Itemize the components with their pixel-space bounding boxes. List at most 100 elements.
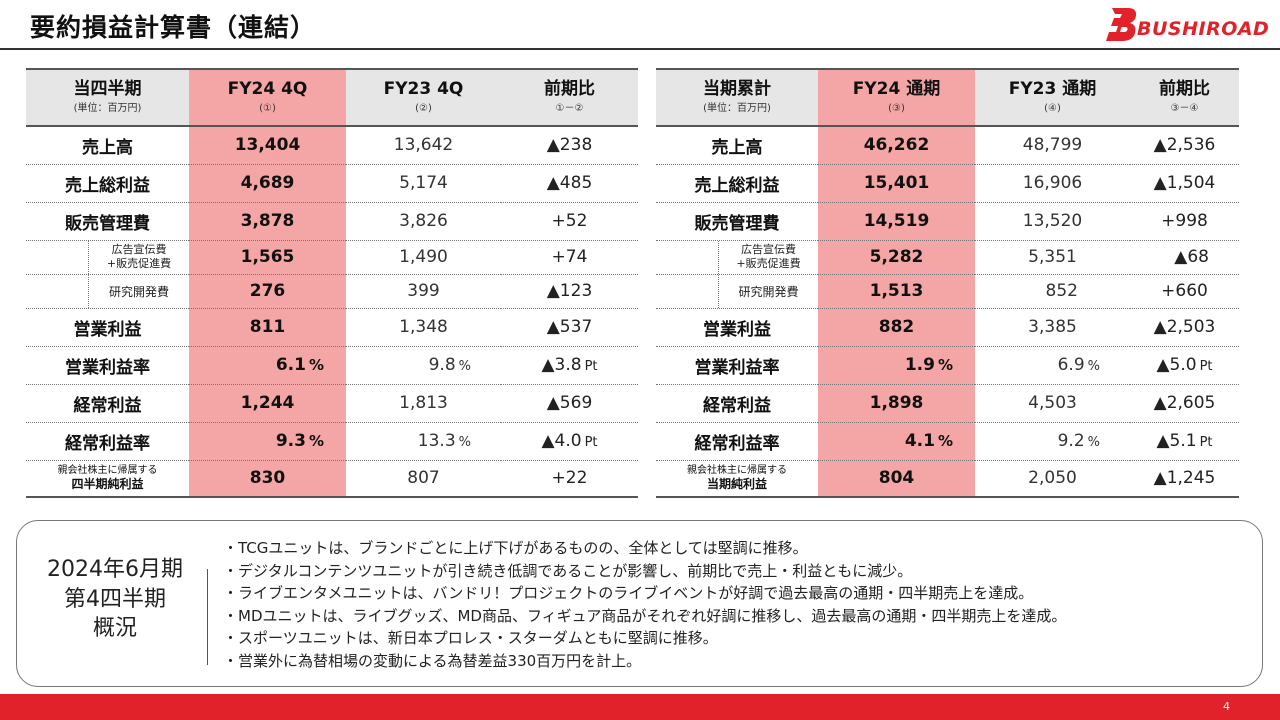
current-value: 9.3% bbox=[189, 422, 346, 461]
row-label: 売上高 bbox=[656, 126, 818, 165]
bushiroad-logo-mark-icon bbox=[1106, 8, 1137, 41]
summary-heading-line2: 第4四半期 bbox=[64, 586, 166, 612]
title-rule bbox=[0, 48, 1280, 50]
previous-value: 6.9% bbox=[975, 346, 1130, 385]
row-label: 親会社株主に帰属する 四半期純利益 bbox=[26, 460, 189, 498]
current-value: 811 bbox=[189, 308, 346, 347]
current-value: 5,282 bbox=[818, 240, 975, 275]
table-row: 広告宣伝費 +販売促進費 1,565 1,490 +74 bbox=[26, 240, 638, 275]
current-value: 830 bbox=[189, 460, 346, 498]
row-label: 売上総利益 bbox=[26, 164, 189, 203]
current-value: 1,565 bbox=[189, 240, 346, 275]
row-label-line1: 広告宣伝費 bbox=[111, 242, 167, 256]
previous-value: 9.8% bbox=[346, 346, 501, 385]
current-value: 1,513 bbox=[818, 274, 975, 309]
current-value: 1,898 bbox=[818, 384, 975, 423]
diff-value: ▲3.8 Pt bbox=[501, 346, 638, 385]
diff-value: ▲5.1 Pt bbox=[1130, 422, 1239, 461]
table-row: 経常利益 1,244 1,813 ▲569 bbox=[26, 384, 638, 423]
diff-value: ▲123 bbox=[501, 274, 638, 309]
table-row: 売上総利益 4,689 5,174 ▲485 bbox=[26, 164, 638, 203]
previous-value: 4,503 bbox=[975, 384, 1130, 423]
header-diff-col: 前期比 ①－② bbox=[501, 68, 638, 127]
row-label-line2: 四半期純利益 bbox=[71, 476, 144, 491]
row-label: 営業利益 bbox=[656, 308, 818, 347]
page-title: 要約損益計算書（連結） bbox=[30, 13, 317, 42]
table-row: 営業利益率 6.1% 9.8% ▲3.8 Pt bbox=[26, 346, 638, 385]
table-row: 経常利益率 4.1% 9.2% ▲5.1 Pt bbox=[656, 422, 1239, 461]
diff-value: +52 bbox=[501, 202, 638, 241]
previous-value: 1,490 bbox=[346, 240, 501, 275]
current-value: 46,262 bbox=[818, 126, 975, 165]
list-item: ・TCGユニットは、ブランドごとに上げ下げがあるものの、全体としては堅調に推移。 bbox=[223, 539, 808, 557]
table-row: 研究開発費 1,513 852 +660 bbox=[656, 274, 1239, 309]
logo-text: BUSHIROAD bbox=[1137, 18, 1270, 40]
header-current-col: FY24 4Q (①) bbox=[189, 68, 346, 127]
previous-value: 16,906 bbox=[975, 164, 1130, 203]
summary-divider bbox=[207, 569, 208, 665]
previous-value: 807 bbox=[346, 460, 501, 498]
row-label: 営業利益率 bbox=[656, 346, 818, 385]
row-label: 広告宣伝費 +販売促進費 bbox=[26, 240, 189, 275]
row-label: 経常利益 bbox=[656, 384, 818, 423]
diff-value: ▲4.0 Pt bbox=[501, 422, 638, 461]
previous-value: 2,050 bbox=[975, 460, 1130, 498]
table-header-row: 当期累計 (単位：百万円) FY24 通期 (③) FY23 通期 (④) 前期比 ③－… bbox=[656, 68, 1239, 127]
previous-value: 5,174 bbox=[346, 164, 501, 203]
header-previous-col: FY23 4Q (②) bbox=[346, 68, 501, 127]
table-header-row: 当四半期 (単位：百万円) FY24 4Q (①) FY23 4Q (②) 前期比 ①－… bbox=[26, 68, 638, 127]
row-label: 研究開発費 bbox=[656, 274, 818, 309]
previous-value: 852 bbox=[975, 274, 1130, 309]
current-value: 6.1% bbox=[189, 346, 346, 385]
row-label-line2: 当期純利益 bbox=[706, 476, 767, 491]
previous-value: 9.2% bbox=[975, 422, 1130, 461]
table-row: 販売管理費 14,519 13,520 +998 bbox=[656, 202, 1239, 241]
row-label-line2: +販売促進費 bbox=[106, 257, 172, 270]
list-item: ・営業外に為替相場の変動による為替差益330百万円を計上。 bbox=[223, 651, 642, 670]
current-value: 804 bbox=[818, 460, 975, 498]
summary-heading-line1: 2024年6月期 bbox=[47, 557, 183, 582]
current-value: 13,404 bbox=[189, 126, 346, 165]
row-label-line1: 親会社株主に帰属する bbox=[57, 464, 158, 476]
table-row: 売上高 46,262 48,799 ▲2,536 bbox=[656, 126, 1239, 165]
diff-value: ▲238 bbox=[501, 126, 638, 165]
header-label-col: 当期累計 (単位：百万円) bbox=[656, 68, 818, 127]
diff-value: ▲5.0 Pt bbox=[1130, 346, 1239, 385]
row-label: 研究開発費 bbox=[26, 274, 189, 309]
diff-value: ▲537 bbox=[501, 308, 638, 347]
previous-value: 399 bbox=[346, 274, 501, 309]
previous-value: 13,642 bbox=[346, 126, 501, 165]
previous-value: 3,826 bbox=[346, 202, 501, 241]
previous-value: 13,520 bbox=[975, 202, 1130, 241]
current-value: 276 bbox=[189, 274, 346, 309]
current-value: 4,689 bbox=[189, 164, 346, 203]
row-label: 経常利益 bbox=[26, 384, 189, 423]
diff-value: +74 bbox=[501, 240, 638, 275]
quarter-pl-table: 当四半期 (単位：百万円) FY24 4Q (①) FY23 4Q (②) 前期比 ①－… bbox=[26, 68, 638, 498]
diff-value: +998 bbox=[1130, 202, 1239, 241]
table-row: 研究開発費 276 399 ▲123 bbox=[26, 274, 638, 309]
header-label-col: 当四半期 (単位：百万円) bbox=[26, 68, 189, 127]
list-item: ・デジタルコンテンツユニットが引き続き低調であることが影響し、前期比で売上・利益… bbox=[223, 561, 913, 580]
row-label: 販売管理費 bbox=[656, 202, 818, 241]
row-label-text: 研究開発費 bbox=[738, 284, 799, 299]
current-value: 15,401 bbox=[818, 164, 975, 203]
row-label-line2: +販売促進費 bbox=[736, 257, 801, 270]
diff-value: ▲68 bbox=[1130, 240, 1239, 275]
header-diff-col: 前期比 ③－④ bbox=[1130, 68, 1239, 127]
row-label: 親会社株主に帰属する 当期純利益 bbox=[656, 460, 818, 498]
table-row: 経常利益率 9.3% 13.3% ▲4.0 Pt bbox=[26, 422, 638, 461]
row-label: 経常利益率 bbox=[26, 422, 189, 461]
table-row: 売上高 13,404 13,642 ▲238 bbox=[26, 126, 638, 165]
table-row: 営業利益率 1.9% 6.9% ▲5.0 Pt bbox=[656, 346, 1239, 385]
company-logo: BUSHIROAD bbox=[1106, 6, 1269, 44]
row-label: 売上高 bbox=[26, 126, 189, 165]
current-value: 4.1% bbox=[818, 422, 975, 461]
diff-value: ▲485 bbox=[501, 164, 638, 203]
previous-value: 1,813 bbox=[346, 384, 501, 423]
header-current-col: FY24 通期 (③) bbox=[818, 68, 975, 127]
page-number: 4 bbox=[1223, 700, 1230, 713]
summary-heading-line3: 概況 bbox=[92, 616, 137, 642]
row-label: 販売管理費 bbox=[26, 202, 189, 241]
previous-value: 1,348 bbox=[346, 308, 501, 347]
